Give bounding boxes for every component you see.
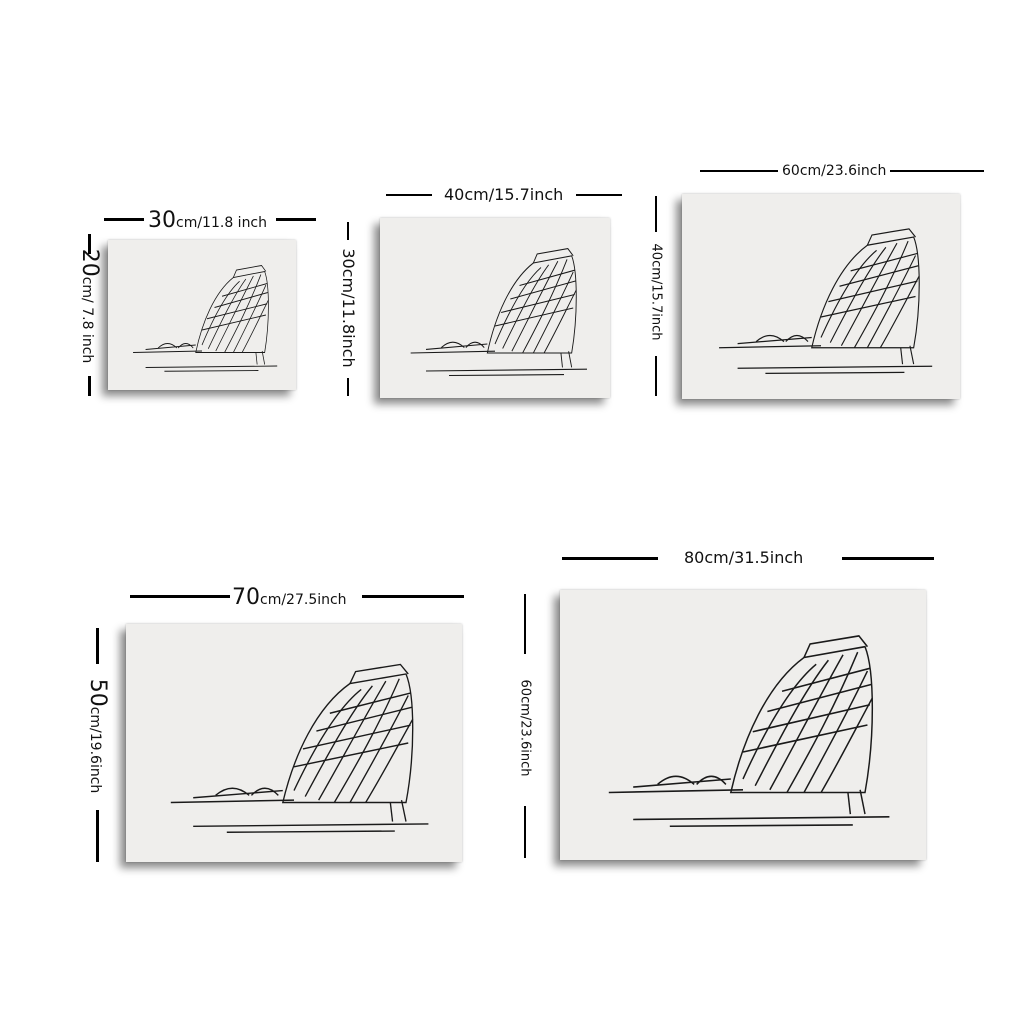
- width-dimension-line: [576, 194, 622, 196]
- height-dimension-line: [347, 222, 349, 240]
- height-dimension-line: [524, 806, 526, 858]
- ark-sketch-image: [410, 248, 588, 377]
- ark-sketch-image: [719, 228, 933, 374]
- height-dimension-line: [524, 594, 526, 654]
- width-label: 30cm/11.8 inch: [148, 210, 267, 232]
- height-dimension-line: [655, 356, 657, 396]
- height-label-unit: cm/ 7.8 inch: [79, 276, 95, 364]
- width-label: 60cm/23.6inch: [782, 163, 887, 179]
- width-label-number: 70: [232, 585, 260, 610]
- width-label: 80cm/31.5inch: [684, 548, 804, 567]
- canvas-print-40x30: [380, 218, 610, 398]
- height-label: 60cm/23.6inch: [517, 679, 533, 777]
- canvas-print-60x40: [682, 194, 960, 399]
- width-label: 40cm/15.7inch: [444, 185, 564, 204]
- width-dimension-line: [386, 194, 432, 196]
- height-label: 30cm/11.8inch: [339, 248, 358, 368]
- canvas-print-70x50: [126, 624, 462, 862]
- width-label-unit: cm/11.8 inch: [176, 215, 268, 231]
- width-dimension-line: [104, 218, 144, 221]
- height-dimension-line: [88, 234, 91, 254]
- width-label-number: 30: [148, 208, 176, 233]
- height-dimension-line: [347, 378, 349, 396]
- height-dimension-line: [96, 628, 99, 664]
- height-dimension-line: [655, 196, 657, 232]
- width-dimension-line: [130, 595, 230, 598]
- height-label-number: 20: [77, 248, 102, 277]
- width-label: 70cm/27.5inch: [232, 587, 347, 609]
- ark-sketch-image: [170, 663, 429, 833]
- height-label: 40cm/15.7inch: [648, 243, 664, 341]
- width-dimension-line: [890, 170, 984, 172]
- width-dimension-line: [700, 170, 778, 172]
- height-label: 50cm/19.6inch: [85, 678, 110, 794]
- ark-sketch-image: [133, 265, 278, 372]
- width-dimension-line: [842, 557, 934, 560]
- canvas-print-80x60: [560, 590, 926, 860]
- width-dimension-line: [362, 595, 464, 598]
- width-dimension-line: [276, 218, 316, 221]
- width-dimension-line: [562, 557, 658, 560]
- height-dimension-line: [96, 810, 99, 862]
- width-label-unit: cm/27.5inch: [260, 592, 347, 608]
- height-label-unit: cm/19.6inch: [87, 706, 103, 794]
- height-label-number: 50: [85, 678, 110, 707]
- height-dimension-line: [88, 376, 91, 396]
- height-label: 20cm/ 7.8 inch: [77, 248, 102, 364]
- canvas-print-30x20: [108, 240, 296, 390]
- ark-sketch-image: [608, 635, 890, 828]
